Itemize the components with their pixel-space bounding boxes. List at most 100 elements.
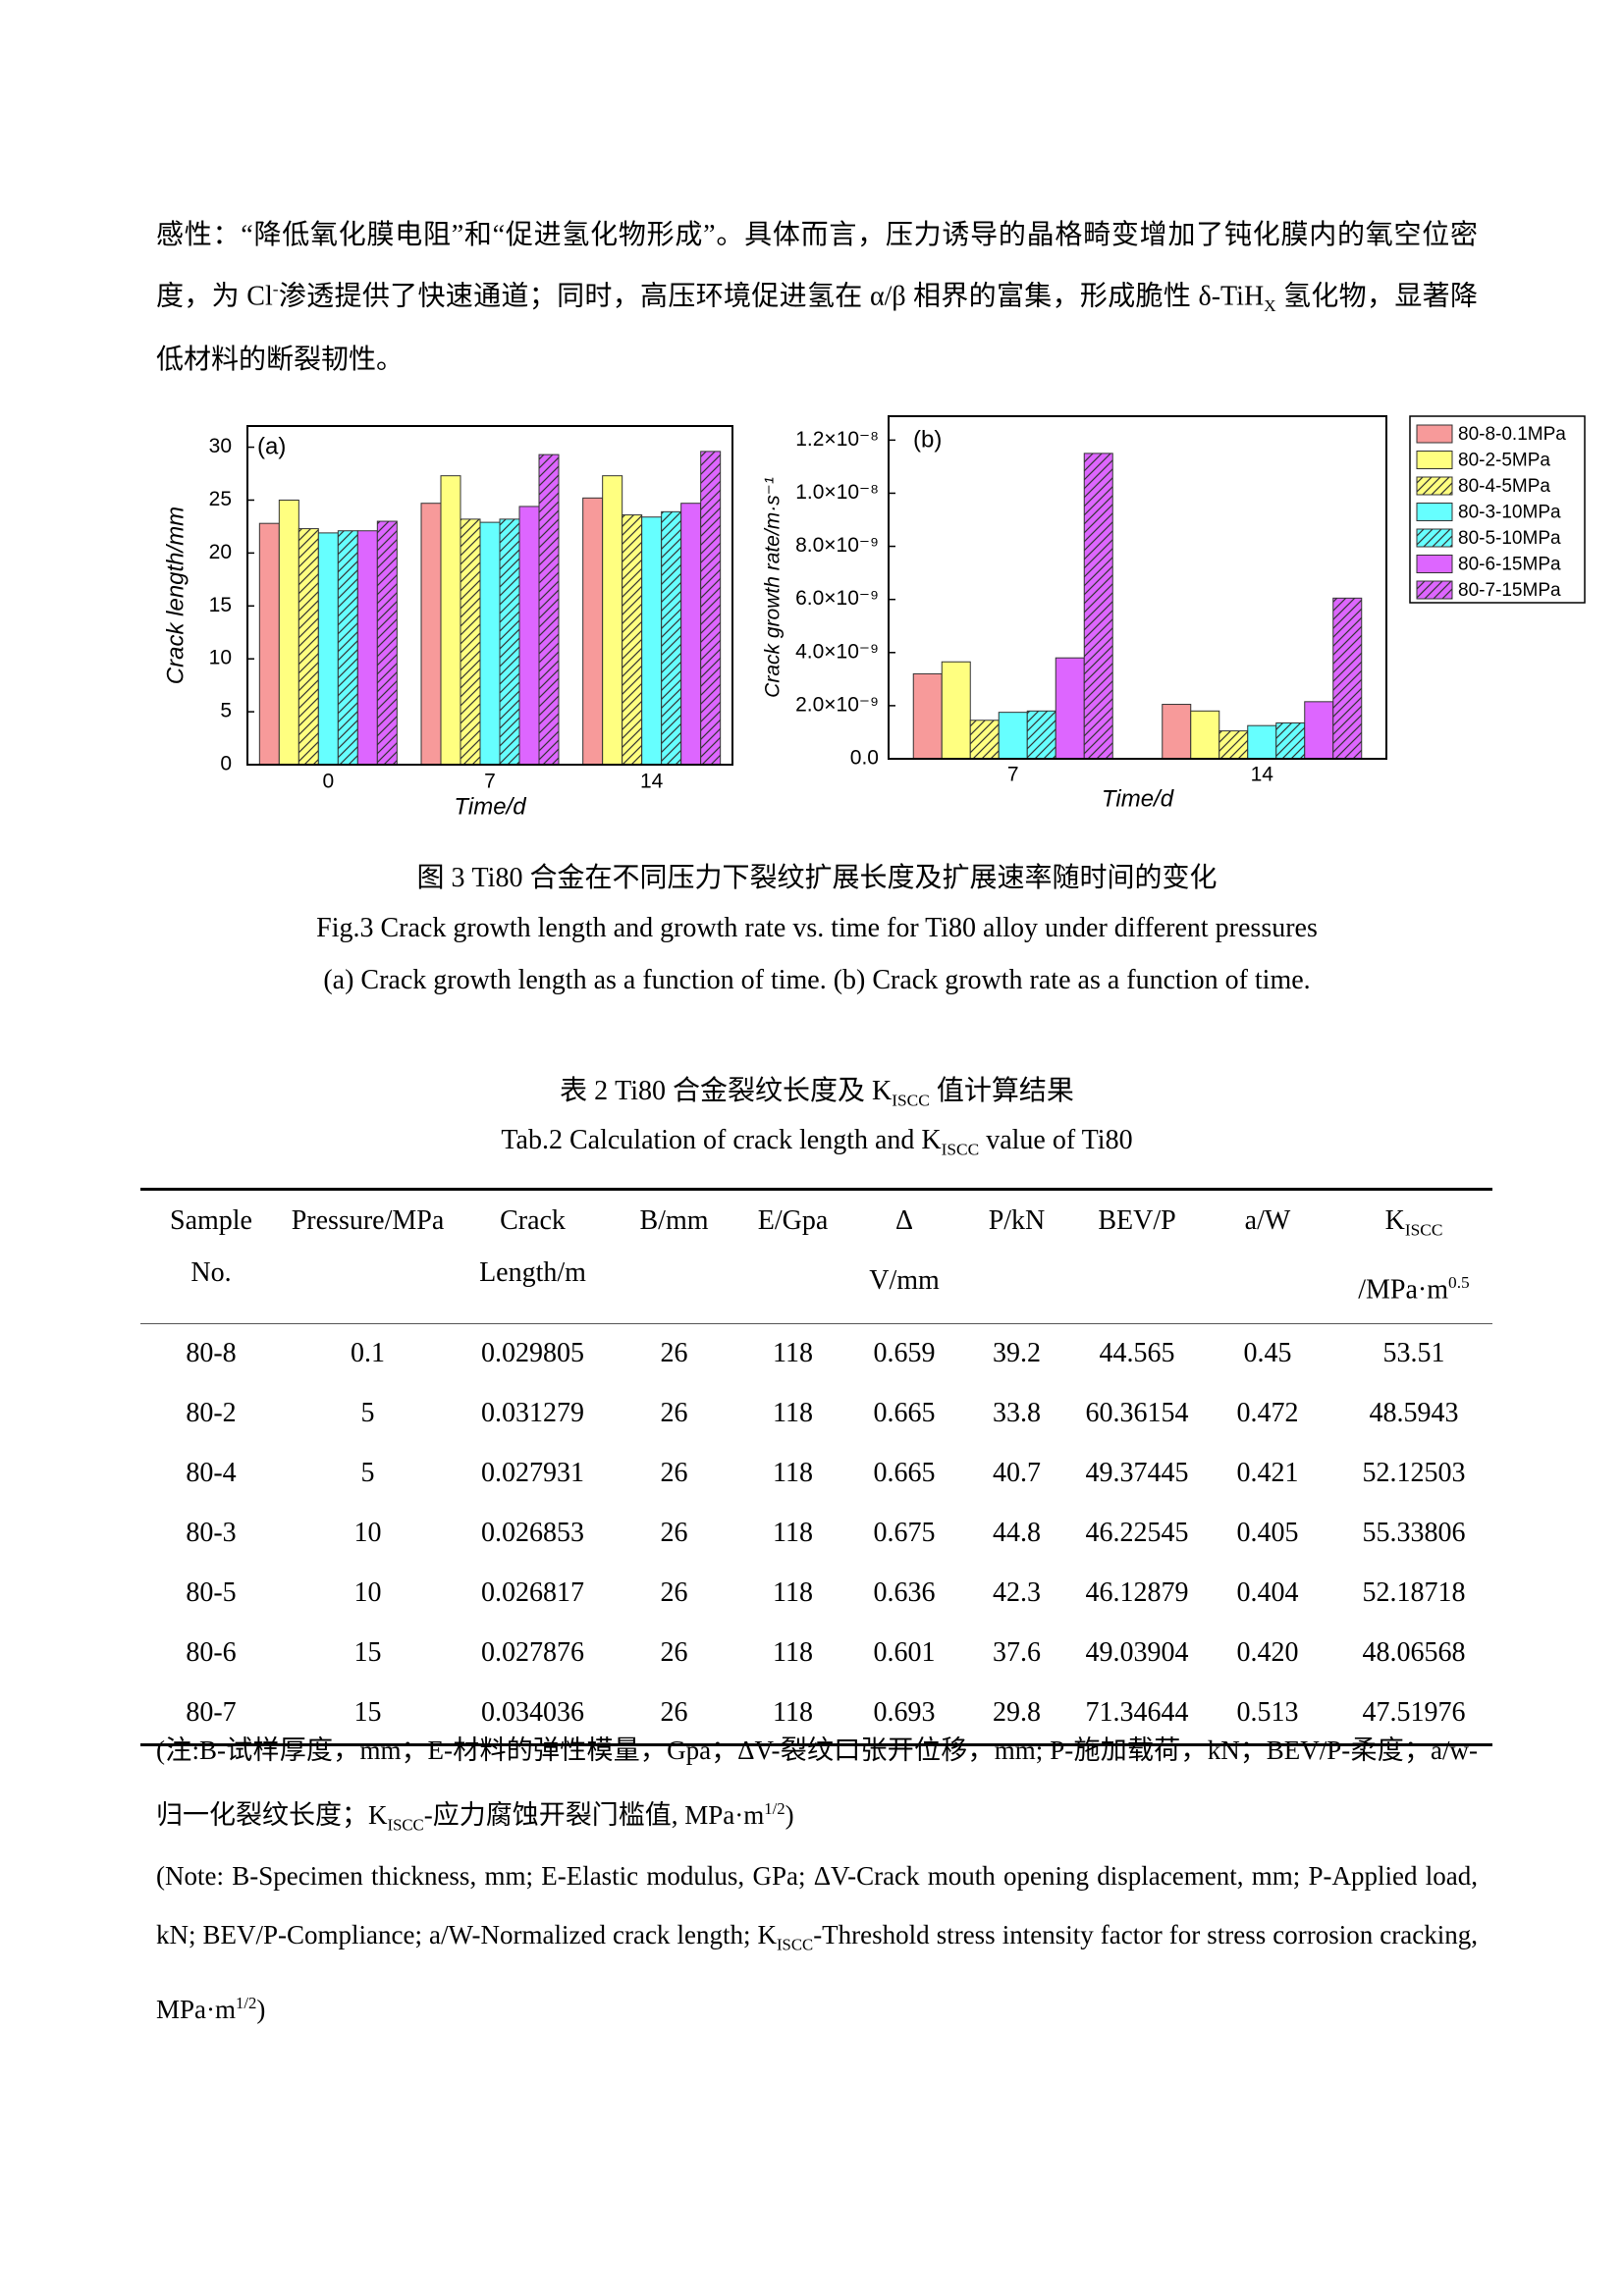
table-cell: 0.601 xyxy=(873,1637,936,1669)
text: 渗透提供了快速通道；同时，高压环境促进氢在 α/β 相界的富集，形成脆性 δ-T… xyxy=(278,281,1265,312)
text: -Threshold stress intensity factor for s… xyxy=(156,1920,1478,2025)
table-cell: 0.027931 xyxy=(481,1458,584,1489)
text: /MPa·m xyxy=(1358,1273,1449,1305)
header-row: Sample No. Pressure/MPa Crack Length/m B/m… xyxy=(140,1188,1492,1324)
header-cell: Crack Length/m xyxy=(454,1188,612,1324)
y-tick-label: 25 xyxy=(209,488,232,510)
table-cell: 26 xyxy=(660,1338,688,1369)
table-cell: 33.8 xyxy=(993,1398,1041,1429)
table-cell: 0.029805 xyxy=(481,1338,584,1369)
text: 值计算结果 xyxy=(929,1076,1074,1106)
x-tick-label: 14 xyxy=(1251,764,1274,786)
bar xyxy=(460,518,481,766)
text: value of Ti80 xyxy=(979,1125,1133,1155)
y-tick-label: 6.0×10⁻⁹ xyxy=(795,587,879,610)
table-row: 80-2 5 0.031279 26 118 0.665 33.8 60.36154 0.472… xyxy=(140,1384,1492,1444)
figure-caption-cn: 图 3 Ti80 合金在不同压力下裂纹扩展长度及扩展速率随时间的变化 xyxy=(416,863,1218,893)
x-tick-label: 14 xyxy=(640,771,664,793)
table-cell: 10 xyxy=(353,1577,382,1609)
table-cell: 0.027876 xyxy=(481,1637,584,1669)
legend-label: 80-7-15MPa xyxy=(1458,580,1561,601)
table-cell: 53.51 xyxy=(1382,1338,1445,1369)
table-row: 80-4 5 0.027931 26 118 0.665 40.7 49.37445 0.421… xyxy=(140,1444,1492,1504)
table-cell: 49.03904 xyxy=(1085,1637,1189,1669)
table-cell: 48.06568 xyxy=(1362,1637,1466,1669)
header-cell: KISCC/MPa·m0.5 xyxy=(1335,1188,1492,1324)
text: X xyxy=(1264,295,1276,315)
table-cell: 0.405 xyxy=(1236,1518,1299,1549)
table-row: 80-5 10 0.026817 26 118 0.636 42.3 46.12879 0.40… xyxy=(140,1564,1492,1624)
y-tick-label: 10 xyxy=(209,647,232,669)
table-cell: 44.565 xyxy=(1099,1338,1175,1369)
bar xyxy=(998,712,1028,760)
bar xyxy=(622,514,643,766)
x-tick-label: 7 xyxy=(1007,764,1019,786)
bar xyxy=(1190,710,1220,760)
table-cell: 0.675 xyxy=(873,1518,936,1549)
bar xyxy=(376,520,398,766)
text: (Note: B-Specimen thickness, mm; E-Elast… xyxy=(156,1861,1478,1949)
table-cell: 0.420 xyxy=(1236,1637,1299,1669)
table-cell: 118 xyxy=(773,1637,813,1669)
y-tick-label: 0 xyxy=(220,753,232,775)
note-en: (Note: B-Specimen thickness, mm; E-Elast… xyxy=(156,1846,1478,2039)
y-tick-label: 20 xyxy=(209,541,232,563)
legend-label: 80-3-10MPa xyxy=(1458,503,1561,523)
text: -应力腐蚀开裂门槛值, MPa·m xyxy=(423,1800,765,1830)
y-tick-label: 0.0 xyxy=(850,747,879,770)
table-cell: 118 xyxy=(773,1458,813,1489)
text: (注:B-试样厚度，mm；E-材料的弹性模量，Gpa；ΔV-裂纹口张开位移，mm… xyxy=(156,1735,1478,1830)
table-cell: 37.6 xyxy=(993,1637,1041,1669)
bar xyxy=(479,521,501,766)
table-cell: 118 xyxy=(773,1398,813,1429)
table-cell: 49.37445 xyxy=(1085,1458,1189,1489)
text: 感性：“降低氧化膜电阻”和“促进氢化物形成”。具体而言，压力诱导的晶格畸变增加了… xyxy=(156,220,1478,312)
text: Tab.2 Calculation of crack length and K xyxy=(501,1125,942,1155)
y-tick-label: 1.0×10⁻⁸ xyxy=(795,481,879,504)
table-cell: 80-3 xyxy=(186,1518,237,1549)
bar xyxy=(1332,597,1363,760)
table-cell: 44.8 xyxy=(993,1518,1041,1549)
bar xyxy=(317,532,339,766)
header-cell: Pressure/MPa xyxy=(282,1188,454,1324)
text: ) xyxy=(785,1800,794,1830)
legend-swatch xyxy=(1416,476,1453,496)
legend-swatch xyxy=(1416,580,1453,600)
bar xyxy=(337,530,358,766)
legend-swatch xyxy=(1416,503,1453,521)
text: Δ xyxy=(894,1205,913,1236)
bar xyxy=(602,475,623,766)
y-axis-title: Crack growth rate/m·s⁻¹ xyxy=(762,477,785,698)
y-tick-label: 8.0×10⁻⁹ xyxy=(795,534,879,557)
y-tick-label: 2.0×10⁻⁹ xyxy=(795,693,879,716)
text: Length/m xyxy=(479,1257,586,1288)
table-cell: 80-4 xyxy=(186,1458,237,1489)
text: Crack xyxy=(500,1205,566,1236)
header-cell: Δ V/mm xyxy=(849,1188,959,1324)
table-cell: 80-8 xyxy=(186,1338,237,1369)
bar xyxy=(356,530,378,766)
table-cell: 26 xyxy=(660,1398,688,1429)
table-row: 80-6 15 0.027876 26 118 0.601 37.6 49.03904 0.42… xyxy=(140,1624,1492,1683)
text: a/W xyxy=(1244,1205,1291,1236)
table-cell: 0.513 xyxy=(1200,1682,1335,1746)
table-cell: 118 xyxy=(773,1338,813,1369)
text: ISCC xyxy=(941,1140,980,1159)
legend-swatch xyxy=(1416,424,1453,444)
table-cell: 0.693 xyxy=(849,1682,959,1746)
figure-caption-sub: (a) Crack growth length as a function of… xyxy=(323,965,1311,995)
text: Pressure/MPa xyxy=(291,1205,445,1236)
table-cell: 29.8 xyxy=(959,1682,1074,1746)
table-cell: 0.026853 xyxy=(481,1518,584,1549)
table-cell: 52.12503 xyxy=(1362,1458,1466,1489)
panel-label: (a) xyxy=(257,433,286,459)
table-cell: 80-2 xyxy=(186,1398,237,1429)
text: 氢化物，显著降低材料的断裂韧性。 xyxy=(156,281,1478,375)
table-cell: 55.33806 xyxy=(1362,1518,1466,1549)
plot-frame xyxy=(246,425,733,766)
bar xyxy=(1083,453,1113,760)
table-cell: 52.18718 xyxy=(1362,1577,1466,1609)
header-cell: E/Gpa xyxy=(736,1188,849,1324)
table-cell: 47.51976 xyxy=(1335,1682,1492,1746)
